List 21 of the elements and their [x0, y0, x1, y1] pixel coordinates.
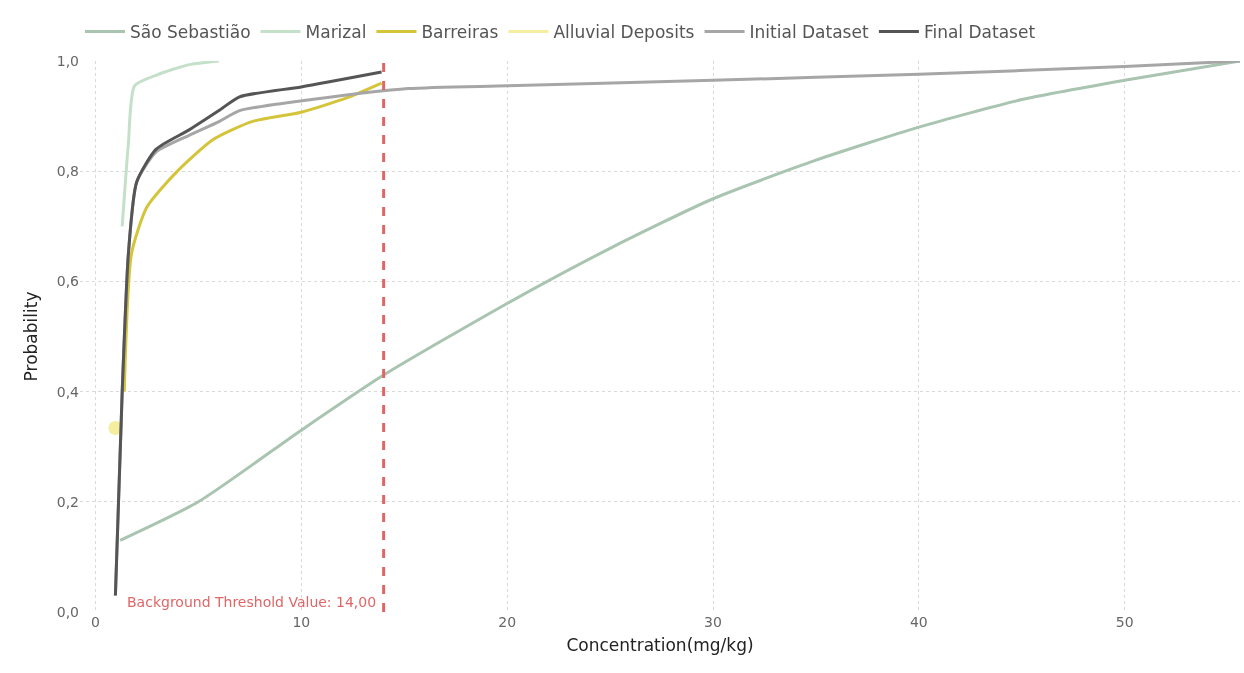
- x-tick-label: 50: [1115, 614, 1134, 630]
- y-tick-label: 0,4: [56, 383, 80, 400]
- x-tick-label: 40: [909, 614, 928, 630]
- y-tick-label: 0,0: [56, 603, 79, 620]
- x-tick-label: 30: [704, 614, 722, 630]
- x-axis-title: Concentration(mg/kg): [566, 635, 754, 656]
- x-tick-label: 20: [498, 614, 517, 630]
- x-tick-label: 10: [292, 614, 311, 630]
- y-tick-label: 0,6: [56, 273, 80, 290]
- legend-label: Initial Dataset: [749, 22, 869, 43]
- y-tick-label: 1,0: [56, 52, 79, 69]
- ref-line-label: Background Threshold Value: 14,00: [127, 594, 377, 610]
- legend-label: Final Dataset: [923, 22, 1036, 43]
- legend-label: Marizal: [305, 22, 367, 43]
- y-tick-label: 0,8: [56, 163, 79, 180]
- legend-label: Barreiras: [421, 22, 499, 43]
- y-tick-label: 0,2: [56, 493, 79, 510]
- x-tick-label: 0: [90, 614, 100, 630]
- y-axis-title: Probability: [21, 291, 42, 382]
- legend-label: São Sebastião: [130, 22, 251, 43]
- legend-label: Alluvial Deposits: [553, 22, 695, 43]
